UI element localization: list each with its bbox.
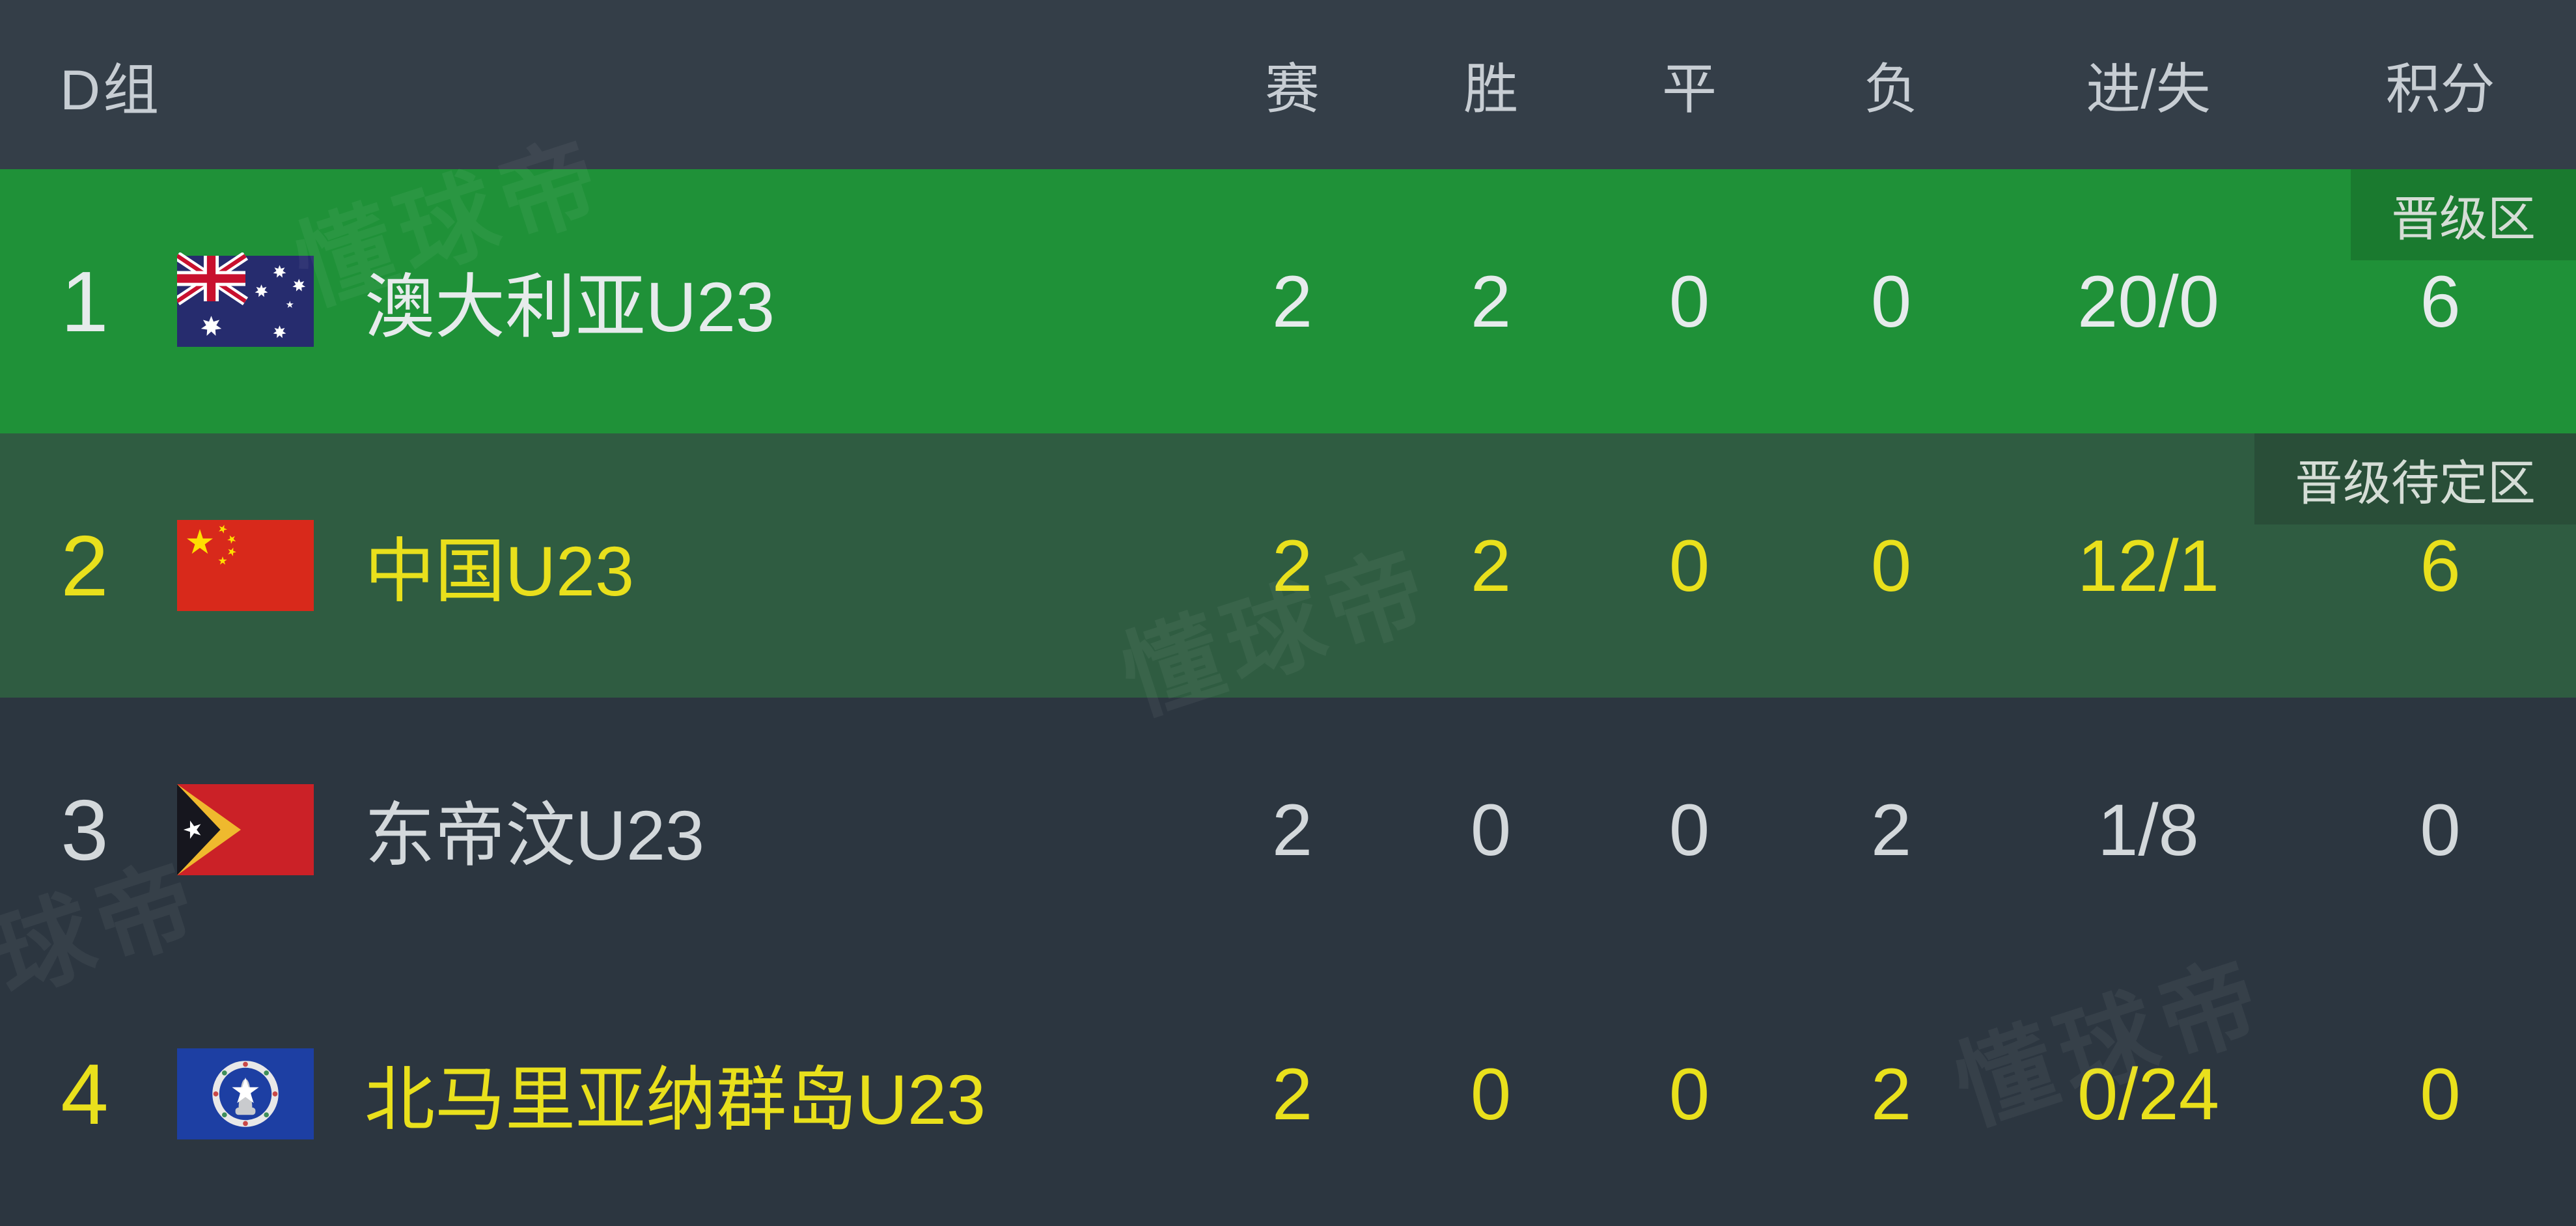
stat-lost: 0	[1870, 524, 1912, 606]
stat-played: 2	[1271, 524, 1313, 606]
stat-played: 2	[1271, 789, 1313, 871]
table-row-china[interactable]: 晋级待定区 2 中国U23 2 2 0 0 1	[0, 433, 2576, 698]
team-name: 中国U23	[365, 532, 635, 610]
stat-drawn: 0	[1669, 260, 1710, 342]
promotion-pending-zone-badge: 晋级待定区	[2254, 433, 2576, 524]
stat-won: 2	[1470, 524, 1512, 606]
flag-cell	[169, 1045, 325, 1143]
stat-drawn: 0	[1669, 789, 1710, 871]
stat-points: 0	[2420, 1053, 2461, 1135]
china-flag-icon	[177, 520, 314, 611]
rank-number: 3	[61, 782, 109, 878]
column-header-points: 积分	[2385, 58, 2495, 120]
stat-won: 2	[1470, 260, 1512, 342]
stat-played: 2	[1271, 1053, 1313, 1135]
column-header-goal-diff: 进/失	[2086, 58, 2211, 120]
rank-number: 2	[61, 517, 109, 614]
stat-drawn: 0	[1669, 1053, 1710, 1135]
east-timor-flag-icon	[177, 784, 314, 875]
group-title: D组	[60, 59, 162, 122]
flag-cell	[169, 781, 325, 879]
stat-goal-diff: 20/0	[2077, 260, 2219, 342]
table-header: D组 赛 胜 平 负 进/失 积分	[0, 0, 2576, 169]
table-row-northern-mariana-islands[interactable]: 4	[0, 962, 2576, 1226]
stat-goal-diff: 12/1	[2077, 524, 2219, 606]
column-header-lost: 负	[1863, 58, 1918, 120]
stat-points: 6	[2420, 524, 2461, 606]
promotion-zone-badge: 晋级区	[2351, 169, 2576, 260]
stat-lost: 2	[1870, 789, 1912, 871]
table-row-east-timor[interactable]: 3 东帝汶U23 2 0 0 2 1/8 0	[0, 698, 2576, 962]
stat-points: 0	[2420, 789, 2461, 871]
stat-lost: 2	[1870, 1053, 1912, 1135]
stat-points: 6	[2420, 260, 2461, 342]
column-header-won: 胜	[1463, 58, 1518, 120]
stat-won: 0	[1470, 1053, 1512, 1135]
flag-cell	[169, 252, 325, 350]
table-row-australia[interactable]: 晋级区 1	[0, 169, 2576, 433]
column-header-played: 赛	[1264, 58, 1320, 120]
stat-drawn: 0	[1669, 524, 1710, 606]
rank-number: 4	[61, 1046, 109, 1142]
stat-goal-diff: 1/8	[2098, 789, 2199, 871]
stat-lost: 0	[1870, 260, 1912, 342]
stat-goal-diff: 0/24	[2077, 1053, 2219, 1135]
stat-won: 0	[1470, 789, 1512, 871]
australia-flag-icon	[177, 252, 314, 347]
flag-cell	[169, 517, 325, 614]
team-name: 北马里亚纳群岛U23	[365, 1060, 986, 1139]
northern-mariana-islands-flag-icon	[177, 1048, 314, 1139]
rank-number: 1	[61, 253, 109, 349]
team-name: 东帝汶U23	[365, 796, 705, 875]
stat-played: 2	[1271, 260, 1313, 342]
team-name: 澳大利亚U23	[365, 267, 775, 346]
column-header-drawn: 平	[1661, 58, 1717, 120]
